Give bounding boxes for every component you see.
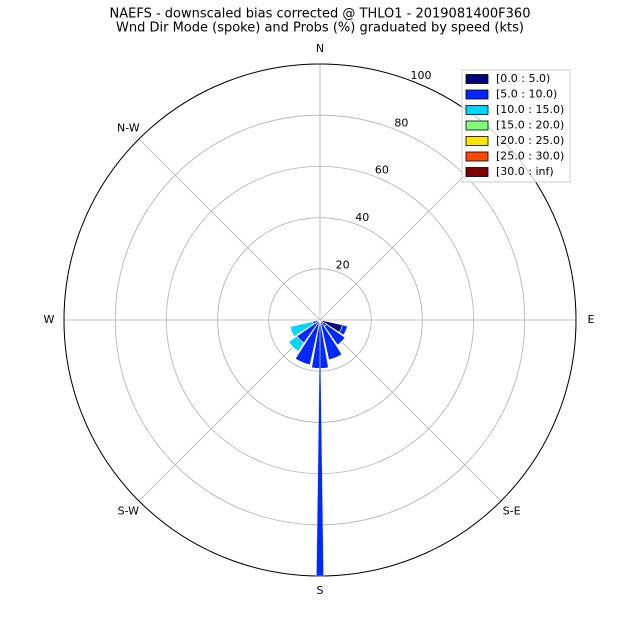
legend-swatch xyxy=(465,105,489,115)
chart-title: NAEFS - downscaled bias corrected @ THLO… xyxy=(110,7,531,22)
mode-spoke xyxy=(316,319,324,577)
ring-label: 80 xyxy=(394,116,408,129)
direction-label: E xyxy=(588,313,595,326)
legend-swatch xyxy=(465,120,489,131)
legend-swatch xyxy=(465,89,489,100)
direction-label: W xyxy=(44,313,55,326)
grid-spoke xyxy=(319,319,502,502)
legend-label: [15.0 : 20.0) xyxy=(496,119,564,132)
chart-subtitle: Wnd Dir Mode (spoke) and Probs (%) gradu… xyxy=(116,21,524,36)
direction-label: S-E xyxy=(503,505,521,518)
legend-label: [5.0 : 10.0) xyxy=(496,88,557,101)
ring-label: 40 xyxy=(355,211,369,224)
legend-swatch xyxy=(465,136,489,146)
bar-segment xyxy=(311,367,329,369)
legend-swatch xyxy=(465,74,489,84)
direction-label: S-W xyxy=(118,505,140,518)
legend-label: [25.0 : 30.0) xyxy=(496,150,564,163)
bar-segment xyxy=(343,326,348,336)
direction-label: N xyxy=(316,42,324,55)
legend-swatch xyxy=(465,167,489,177)
ring-label: 60 xyxy=(375,164,389,177)
direction-label: S xyxy=(317,584,324,597)
grid-spoke xyxy=(138,138,321,321)
legend-swatch xyxy=(465,151,489,162)
direction-label: N-W xyxy=(117,121,140,134)
legend-label: [10.0 : 15.0) xyxy=(496,103,564,116)
legend-label: [0.0 : 5.0) xyxy=(496,72,550,85)
legend-label: [20.0 : 25.0) xyxy=(496,134,564,147)
legend-label: [30.0 : inf) xyxy=(496,165,554,178)
ring-label: 100 xyxy=(411,69,432,82)
grid-spoke xyxy=(138,319,321,502)
ring-label: 20 xyxy=(336,258,350,271)
